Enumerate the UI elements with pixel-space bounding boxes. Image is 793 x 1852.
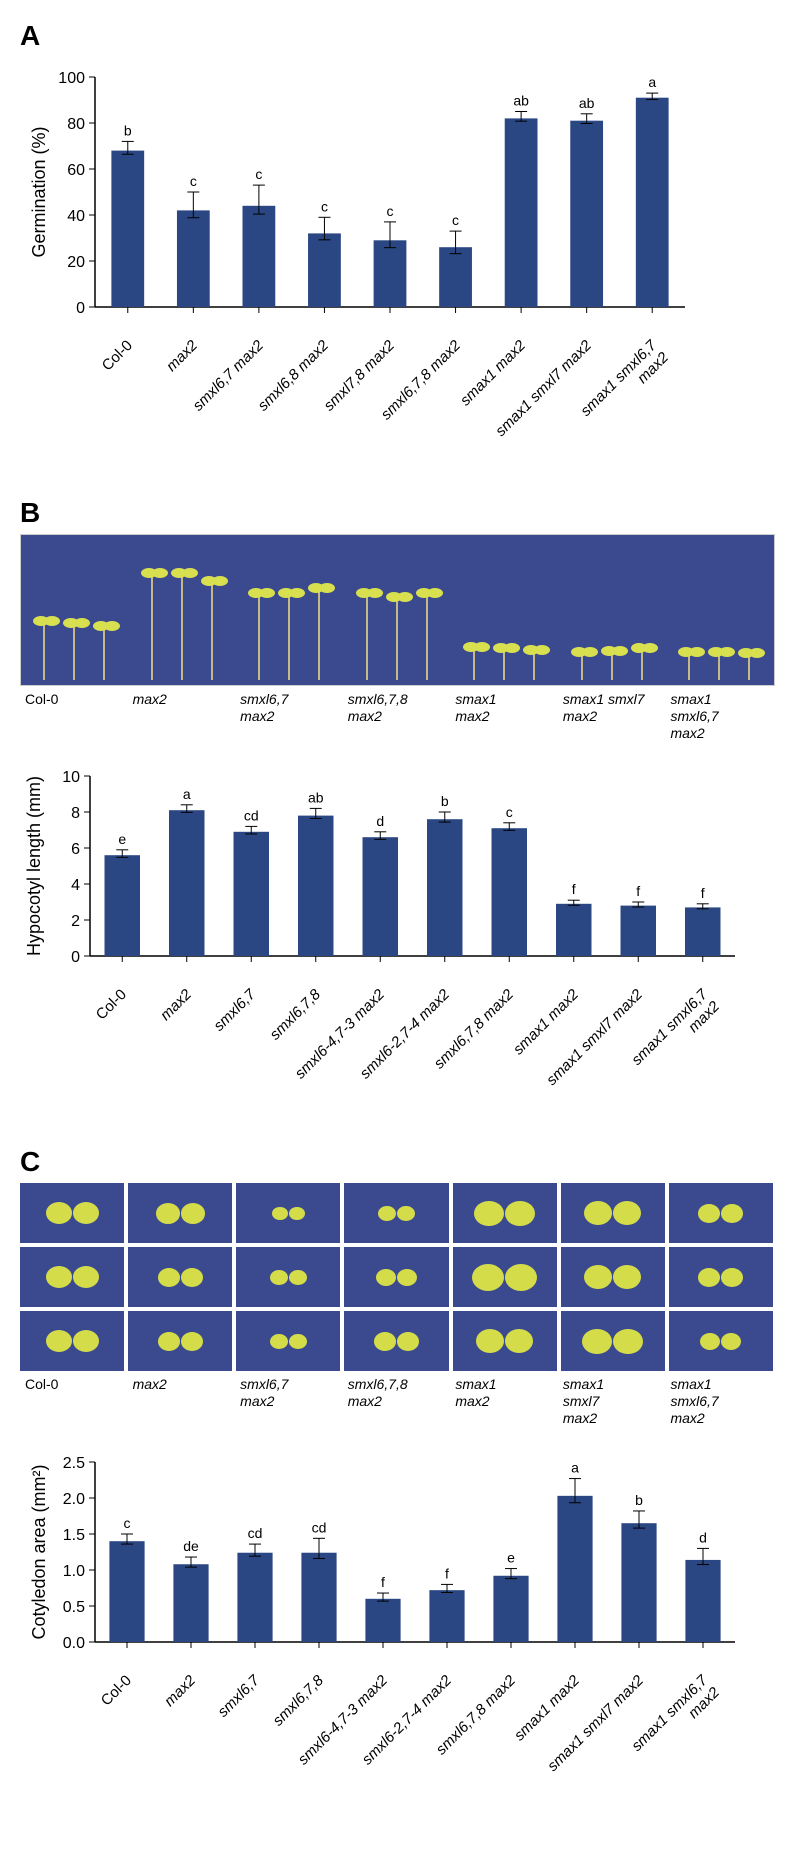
svg-text:a: a (571, 1459, 579, 1475)
photo-label: max2 (128, 691, 236, 741)
svg-text:ab: ab (513, 93, 529, 109)
photo-label: smax1max2 (450, 1376, 558, 1426)
svg-text:d: d (699, 1529, 707, 1545)
svg-text:Hypocotyl length (mm): Hypocotyl length (mm) (24, 776, 44, 956)
svg-text:a: a (648, 74, 656, 90)
svg-text:0.5: 0.5 (63, 1599, 85, 1616)
svg-text:80: 80 (67, 116, 85, 133)
panel-a-label: A (20, 20, 773, 52)
svg-text:cd: cd (244, 808, 259, 824)
svg-text:f: f (445, 1565, 449, 1581)
svg-text:40: 40 (67, 208, 85, 225)
svg-text:b: b (441, 793, 449, 809)
svg-text:20: 20 (67, 254, 85, 271)
photo-label: smxl6,7,8max2 (343, 691, 451, 741)
photo-label: smax1max2 (450, 691, 558, 741)
svg-text:1.5: 1.5 (63, 1527, 85, 1544)
svg-text:c: c (190, 173, 197, 189)
svg-text:f: f (381, 1574, 385, 1590)
svg-text:c: c (124, 1515, 131, 1531)
svg-text:0: 0 (76, 300, 85, 317)
photo-label: smax1smxl7max2 (558, 1376, 666, 1426)
panel-b-photo: Col-0max2smxl6,7max2smxl6,7,8max2smax1ma… (20, 534, 773, 741)
panel-a-chart: 0 20 40 60 80 100 Germination (%) b c c c c c ab ab a C… (20, 57, 773, 477)
photo-label: smxl6,7max2 (235, 1376, 343, 1426)
svg-text:0: 0 (71, 949, 80, 966)
panel-b-chart: 0 2 4 6 8 10 Hypocotyl length (mm) e a cd ab d b c f f f… (20, 756, 773, 1126)
photo-label: smxl6,7,8max2 (343, 1376, 451, 1426)
svg-text:f: f (636, 883, 640, 899)
svg-text:a: a (183, 786, 191, 802)
svg-text:c: c (387, 203, 394, 219)
photo-label: smax1 smxl7max2 (558, 691, 666, 741)
svg-text:ab: ab (579, 95, 595, 111)
svg-text:1.0: 1.0 (63, 1563, 85, 1580)
svg-text:2: 2 (71, 913, 80, 930)
svg-text:2.5: 2.5 (63, 1455, 85, 1472)
svg-text:100: 100 (58, 70, 85, 87)
svg-text:d: d (376, 813, 384, 829)
panel-c-chart: 0.00.51.01.52.02.5Cotyledon area (mm²)cd… (20, 1442, 773, 1812)
svg-text:0.0: 0.0 (63, 1635, 85, 1652)
svg-text:Cotyledon area (mm²): Cotyledon area (mm²) (29, 1464, 49, 1639)
svg-text:c: c (452, 212, 459, 228)
photo-label: smax1smxl6,7max2 (665, 1376, 773, 1426)
svg-text:4: 4 (71, 877, 80, 894)
svg-text:f: f (701, 885, 705, 901)
svg-text:cd: cd (312, 1519, 327, 1535)
x-axis-label: Col-0 (24, 1672, 135, 1783)
x-axis-label: Col-0 (25, 337, 136, 448)
svg-text:de: de (183, 1538, 199, 1554)
photo-label: Col-0 (20, 691, 128, 741)
photo-label: max2 (128, 1376, 236, 1426)
svg-text:c: c (321, 198, 328, 214)
svg-text:b: b (635, 1492, 643, 1508)
svg-text:2.0: 2.0 (63, 1491, 85, 1508)
svg-text:10: 10 (62, 769, 80, 786)
photo-label: Col-0 (20, 1376, 128, 1426)
x-axis-label: Col-0 (19, 986, 130, 1097)
svg-text:6: 6 (71, 841, 80, 858)
panel-c-label: C (20, 1146, 773, 1178)
svg-text:b: b (124, 122, 132, 138)
photo-label: smxl6,7max2 (235, 691, 343, 741)
svg-text:e: e (507, 1549, 515, 1565)
panel-b-label: B (20, 497, 773, 529)
svg-text:c: c (506, 804, 513, 820)
svg-text:cd: cd (248, 1525, 263, 1541)
svg-text:c: c (255, 166, 262, 182)
svg-text:Germination (%): Germination (%) (29, 126, 49, 257)
svg-text:ab: ab (308, 790, 324, 806)
svg-text:60: 60 (67, 162, 85, 179)
svg-text:e: e (118, 831, 126, 847)
svg-text:f: f (572, 882, 576, 898)
svg-text:8: 8 (71, 805, 80, 822)
photo-label: smax1smxl6,7max2 (665, 691, 773, 741)
panel-c-photo: Col-0max2smxl6,7max2smxl6,7,8max2smax1ma… (20, 1183, 773, 1426)
